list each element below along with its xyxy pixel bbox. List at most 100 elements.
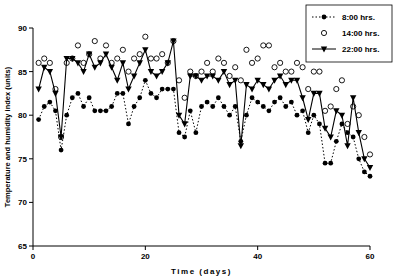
data-point: [254, 78, 260, 84]
data-point: [42, 56, 47, 61]
x-tick-label: 0: [31, 252, 36, 261]
y-tick: [29, 246, 33, 247]
y-tick-label: 70: [18, 198, 27, 207]
data-point: [36, 117, 41, 122]
x-tick-label: 40: [253, 252, 262, 261]
data-point: [278, 95, 283, 100]
x-axis-label: Time (days): [171, 267, 232, 276]
data-point: [328, 161, 333, 166]
data-point: [92, 38, 97, 43]
data-point: [204, 73, 210, 79]
data-point: [131, 73, 137, 79]
y-tick: [29, 158, 33, 159]
data-point: [311, 113, 316, 118]
data-point: [226, 82, 232, 88]
data-point: [356, 113, 361, 118]
data-point: [188, 108, 193, 113]
data-point: [317, 122, 322, 127]
data-point: [87, 52, 92, 57]
data-point: [115, 91, 120, 96]
data-point: [260, 82, 266, 88]
y-tick-label: 85: [18, 68, 27, 77]
data-point: [137, 60, 143, 66]
data-point: [221, 60, 226, 65]
data-point: [249, 60, 254, 65]
data-point: [177, 130, 182, 135]
data-point: [305, 117, 311, 123]
data-point: [148, 56, 153, 61]
data-point: [120, 91, 125, 96]
series-line: [39, 80, 370, 176]
data-point: [289, 100, 294, 105]
data-point: [103, 43, 108, 48]
data-point: [52, 91, 58, 97]
data-point: [199, 69, 204, 74]
data-point: [255, 100, 260, 105]
x-axis: [33, 246, 370, 247]
data-point: [323, 161, 328, 166]
data-point: [216, 56, 221, 61]
data-point: [306, 86, 311, 91]
data-point: [47, 69, 53, 75]
data-point: [59, 148, 64, 153]
data-point: [328, 104, 333, 109]
chart: 6570758085900204060Time (days)Temperatur…: [0, 0, 400, 278]
data-point: [143, 78, 148, 83]
data-point: [261, 104, 266, 109]
data-point: [288, 78, 294, 84]
data-point: [81, 104, 86, 109]
data-point: [317, 69, 322, 74]
data-point: [267, 108, 272, 113]
data-point: [222, 104, 227, 109]
data-point: [333, 108, 339, 114]
data-point: [199, 104, 204, 109]
data-point: [176, 113, 182, 119]
data-point: [170, 39, 176, 45]
x-tick: [257, 246, 258, 250]
data-point: [115, 56, 120, 61]
data-point: [182, 95, 187, 100]
data-point: [182, 135, 187, 140]
data-point: [283, 104, 288, 109]
data-point: [193, 73, 199, 79]
data-point: [193, 130, 198, 135]
data-point: [266, 43, 271, 48]
data-point: [120, 60, 126, 66]
data-point: [294, 78, 300, 84]
data-point: [92, 108, 97, 113]
data-point: [356, 130, 362, 136]
data-point: [339, 78, 344, 83]
data-point: [249, 86, 255, 92]
data-point: [272, 100, 277, 105]
data-point: [277, 73, 283, 79]
data-point: [299, 95, 305, 101]
data-point: [311, 91, 317, 97]
data-point: [306, 130, 311, 135]
data-point: [362, 134, 367, 139]
data-point: [295, 113, 300, 118]
data-point: [103, 52, 109, 58]
y-tick: [29, 202, 33, 203]
data-point: [153, 73, 159, 79]
data-point: [238, 143, 244, 149]
data-point: [176, 78, 181, 83]
data-point: [289, 69, 294, 74]
data-point: [227, 73, 232, 78]
data-point: [294, 60, 299, 65]
data-point: [154, 95, 159, 100]
data-point: [87, 95, 92, 100]
data-point: [322, 108, 327, 113]
data-point: [92, 65, 98, 71]
data-point: [316, 91, 322, 97]
data-point: [278, 60, 283, 65]
data-point: [64, 56, 70, 62]
data-point: [47, 100, 52, 105]
data-point: [244, 47, 249, 52]
data-point: [368, 174, 373, 179]
y-axis: [33, 28, 34, 246]
data-point: [160, 52, 165, 57]
data-point: [142, 47, 148, 53]
data-point: [47, 60, 52, 65]
data-point: [80, 69, 86, 75]
x-tick-label: 60: [366, 252, 375, 261]
